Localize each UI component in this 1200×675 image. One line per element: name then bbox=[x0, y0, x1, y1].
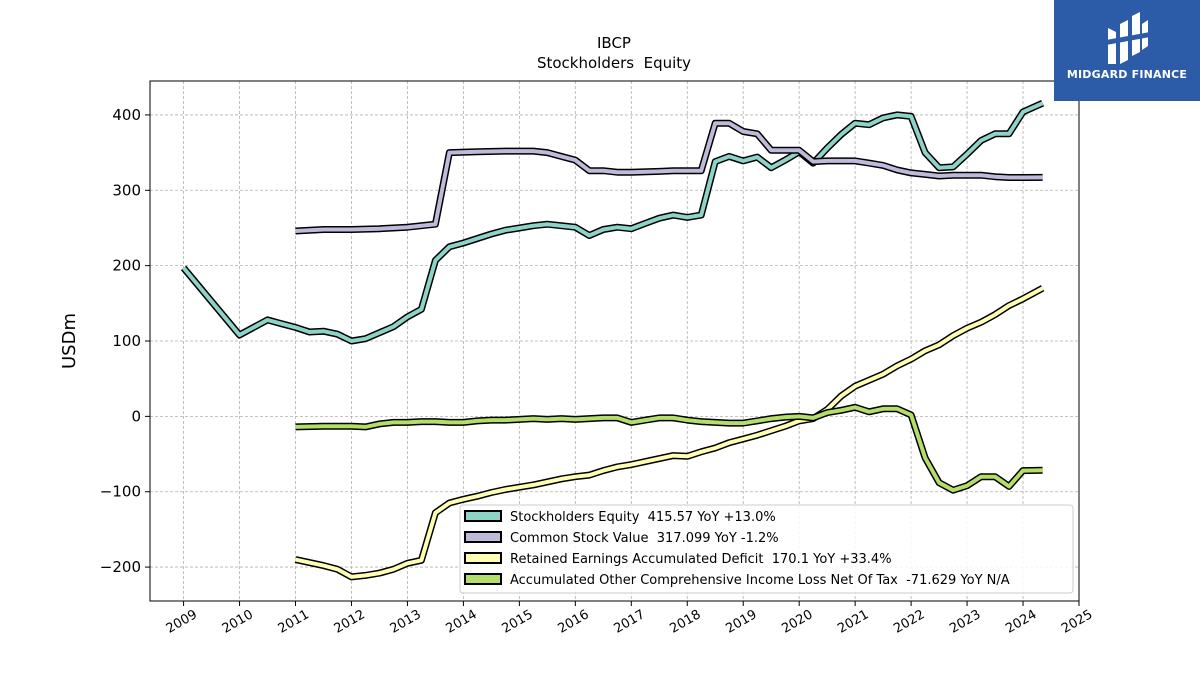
legend-label: Common Stock Value 317.099 YoY -1.2% bbox=[510, 531, 779, 546]
series-4 bbox=[295, 403, 1043, 494]
y-tick-label: 100 bbox=[112, 332, 141, 350]
series-layer bbox=[180, 100, 1045, 581]
legend: Stockholders Equity 415.57 YoY +13.0% Com… bbox=[459, 504, 1074, 594]
chart-subtitle: Stockholders Equity bbox=[537, 54, 691, 72]
chart-title: IBCP bbox=[597, 34, 631, 52]
series-line bbox=[295, 286, 1044, 579]
series-3 bbox=[294, 285, 1045, 581]
brand-logo: MIDGARD FINANCE bbox=[1054, 0, 1200, 101]
y-tick-label: 400 bbox=[112, 106, 141, 124]
midgard-logo-icon bbox=[1106, 12, 1150, 64]
legend-label: Retained Earnings Accumulated Deficit 17… bbox=[510, 552, 892, 567]
y-tick-label: 0 bbox=[131, 407, 141, 425]
series-2 bbox=[295, 119, 1043, 235]
legend-swatch bbox=[464, 510, 502, 522]
series-line bbox=[295, 405, 1043, 493]
y-tick-label: −200 bbox=[100, 558, 141, 576]
series-line bbox=[295, 121, 1043, 233]
y-axis-label: USDm bbox=[59, 313, 80, 369]
y-tick-label: 300 bbox=[112, 181, 141, 199]
legend-label: Accumulated Other Comprehensive Income L… bbox=[510, 573, 1010, 588]
y-tick-label: −100 bbox=[100, 483, 141, 501]
series-line bbox=[182, 101, 1044, 343]
brand-name: MIDGARD FINANCE bbox=[1066, 68, 1188, 81]
legend-swatch bbox=[464, 531, 502, 543]
legend-swatch bbox=[464, 573, 502, 585]
y-tick-label: 200 bbox=[112, 257, 141, 275]
y-axis: −200 −100 0 100 200 300 400 bbox=[100, 106, 150, 576]
legend-swatch bbox=[464, 552, 502, 564]
legend-box bbox=[459, 504, 1074, 594]
legend-label: Stockholders Equity 415.57 YoY +13.0% bbox=[510, 510, 776, 525]
series-1 bbox=[180, 100, 1045, 345]
